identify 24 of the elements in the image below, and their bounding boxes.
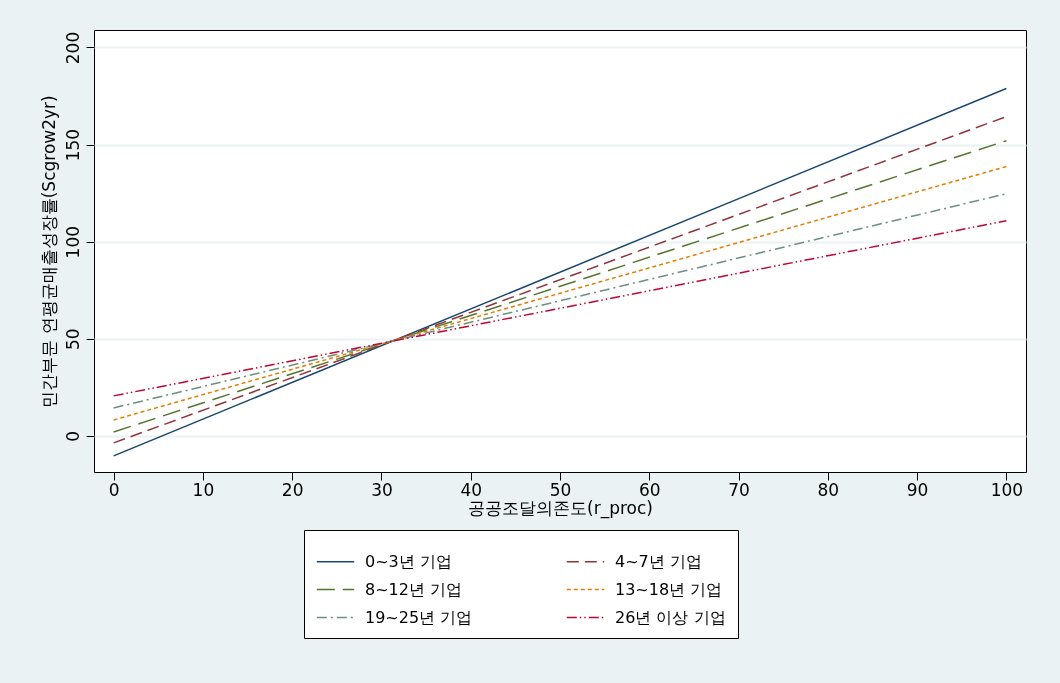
legend-label: 8~12년 기업	[365, 579, 463, 599]
x-tick-label: 90	[906, 479, 929, 500]
x-tick-label: 20	[281, 479, 304, 500]
y-tick-label: 200	[62, 31, 83, 65]
x-tick-label: 100	[990, 479, 1024, 500]
x-axis-title: 공공조달의존도(r_proc)	[468, 497, 653, 519]
y-tick-label: 100	[62, 225, 83, 259]
legend-label: 19~25년 기업	[365, 607, 473, 627]
x-tick-label: 30	[371, 479, 393, 500]
y-tick-label: 50	[62, 328, 83, 351]
x-tick-label: 40	[460, 479, 483, 500]
x-tick-label: 10	[192, 479, 215, 500]
x-tick-label: 50	[549, 479, 572, 500]
x-tick-label: 80	[817, 479, 840, 500]
legend-label: 0~3년 기업	[365, 551, 452, 571]
x-tick-label: 0	[108, 479, 120, 500]
y-tick-label: 150	[62, 128, 83, 162]
y-axis-title: 민간부문 연평균매출성장률(Scgrow2yr)	[38, 95, 59, 408]
x-tick-label: 70	[728, 479, 750, 500]
x-tick-label: 60	[638, 479, 661, 500]
y-tick-label: 0	[62, 430, 83, 442]
legend-label: 4~7년 기업	[615, 551, 702, 571]
legend-label: 13~18년 기업	[615, 579, 723, 599]
legend-label: 26년 이상 기업	[615, 607, 726, 627]
